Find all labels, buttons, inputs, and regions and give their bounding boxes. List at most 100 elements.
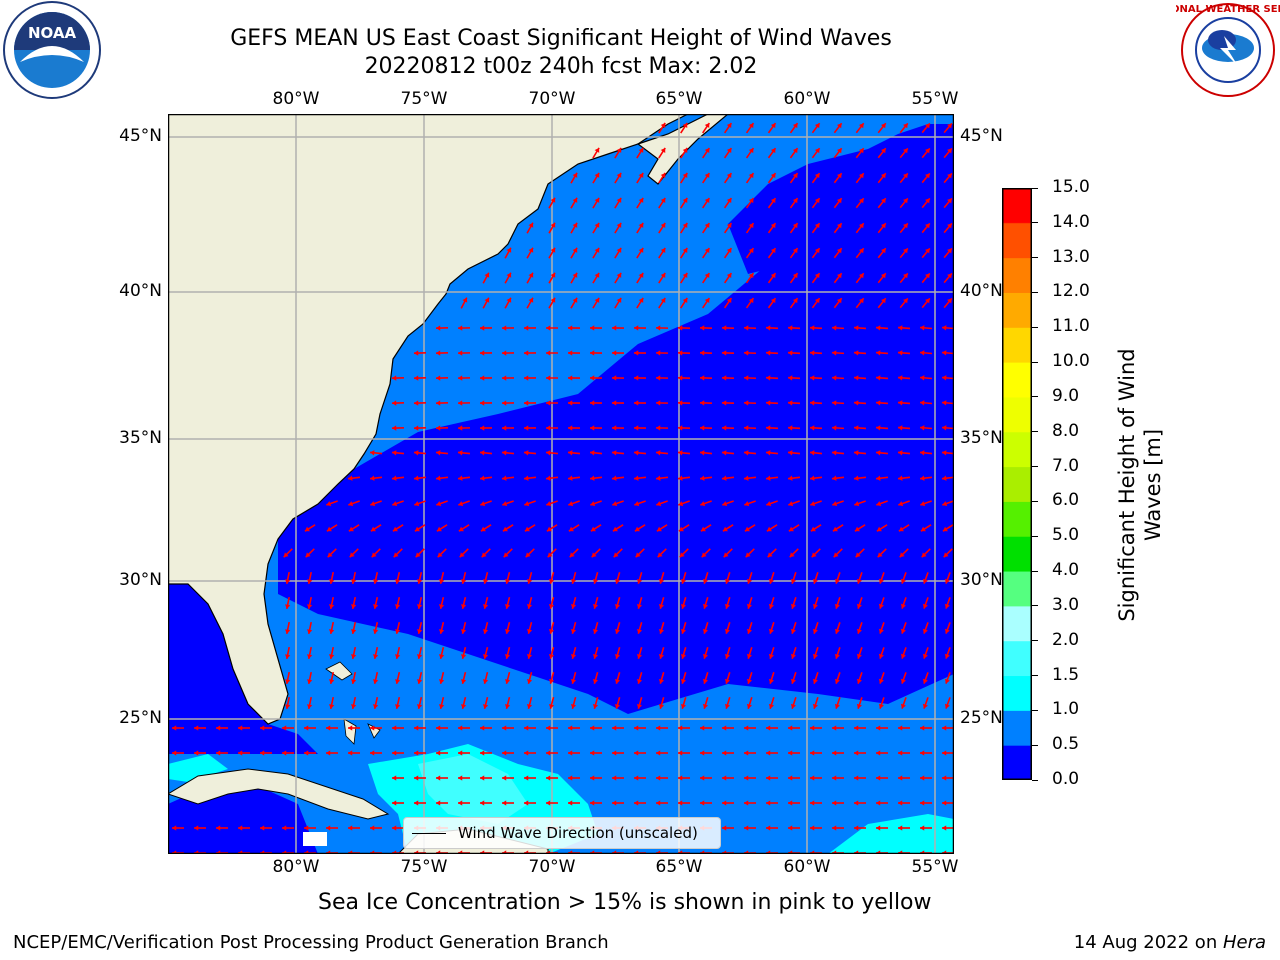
wave-direction-arrowhead bbox=[590, 800, 595, 806]
wave-direction-arrowhead bbox=[570, 654, 577, 659]
wave-direction-arrowhead bbox=[594, 222, 600, 228]
wave-direction-arrowhead bbox=[770, 273, 776, 279]
wave-direction-arrowhead bbox=[880, 298, 886, 304]
wave-direction-arrowhead bbox=[524, 425, 529, 431]
colorbar-segment bbox=[1002, 675, 1032, 711]
wave-direction-arrowhead bbox=[414, 375, 419, 381]
wave-direction-arrowhead bbox=[612, 526, 618, 532]
wave-direction-arrowhead bbox=[766, 425, 771, 431]
wave-direction-arrowhead bbox=[790, 703, 796, 709]
colorbar-segment bbox=[1002, 327, 1032, 363]
wave-direction-arrowhead bbox=[810, 800, 815, 806]
wave-direction-arrowhead bbox=[682, 172, 688, 178]
lon-label-bottom: 55°W bbox=[911, 857, 959, 877]
colorbar-tick bbox=[1032, 187, 1038, 189]
wave-direction-arrowhead bbox=[814, 273, 820, 279]
wave-direction-arrowhead bbox=[766, 775, 771, 781]
wave-direction-arrowhead bbox=[614, 603, 621, 609]
wave-direction-arrowhead bbox=[880, 198, 886, 204]
wave-direction-arrowhead bbox=[700, 750, 705, 756]
wave-direction-arrowhead bbox=[616, 272, 622, 278]
wave-direction-arrowhead bbox=[922, 578, 928, 584]
wave-direction-arrowhead bbox=[880, 223, 886, 229]
wave-direction-arrowhead bbox=[480, 350, 485, 356]
wave-direction-arrowhead bbox=[833, 552, 839, 558]
wave-direction-arrowhead bbox=[942, 526, 948, 532]
wave-direction-arrowhead bbox=[898, 475, 903, 481]
wave-height-map bbox=[168, 114, 954, 854]
wave-direction-arrowhead bbox=[788, 750, 793, 756]
wave-direction-arrowhead bbox=[436, 475, 441, 481]
wave-direction-arrowhead bbox=[788, 325, 793, 331]
wave-direction-arrowhead bbox=[788, 800, 793, 806]
wave-direction-arrowhead bbox=[612, 775, 617, 781]
wave-direction-arrowhead bbox=[903, 223, 908, 229]
lon-label-top: 65°W bbox=[655, 89, 703, 109]
wave-direction-arrowhead bbox=[903, 198, 908, 204]
wave-direction-arrowhead bbox=[814, 223, 820, 229]
wave-direction-arrowhead bbox=[920, 375, 925, 381]
wave-direction-arrowhead bbox=[304, 526, 310, 532]
wave-direction-arrowhead bbox=[854, 350, 859, 356]
wave-direction-arrowhead bbox=[922, 603, 928, 609]
wave-direction-arrowhead bbox=[678, 400, 683, 406]
wave-direction-arrowhead bbox=[878, 703, 884, 709]
wave-direction-arrowhead bbox=[394, 579, 401, 584]
wave-direction-arrowhead bbox=[790, 628, 796, 634]
wave-direction-arrowhead bbox=[660, 197, 666, 203]
wave-direction-arrowhead bbox=[392, 450, 397, 456]
lat-label-right: 35°N bbox=[960, 428, 1003, 448]
wave-direction-arrowhead bbox=[460, 629, 467, 634]
wave-direction-arrowhead bbox=[460, 579, 467, 584]
wave-direction-arrowhead bbox=[480, 775, 485, 781]
wave-direction-arrowhead bbox=[876, 350, 881, 356]
wave-direction-arrowhead bbox=[393, 552, 399, 558]
wave-direction-arrowhead bbox=[546, 450, 551, 456]
wave-direction-arrowhead bbox=[922, 628, 928, 634]
wave-direction-arrowhead bbox=[326, 501, 332, 507]
lat-label-right: 25°N bbox=[960, 708, 1003, 728]
wave-direction-arrowhead bbox=[351, 604, 357, 609]
wave-direction-arrowhead bbox=[546, 350, 551, 356]
wave-direction-arrowhead bbox=[238, 750, 243, 756]
wave-direction-arrowhead bbox=[746, 578, 753, 584]
wave-direction-arrowhead bbox=[349, 552, 355, 558]
wave-direction-arrowhead bbox=[922, 703, 928, 709]
wave-direction-arrowhead bbox=[307, 679, 313, 684]
wave-direction-arrowhead bbox=[832, 725, 837, 731]
wave-direction-arrowhead bbox=[812, 628, 818, 634]
wave-direction-arrowhead bbox=[656, 425, 661, 431]
wave-direction-arrowhead bbox=[832, 775, 837, 781]
wave-direction-arrowhead bbox=[880, 123, 886, 129]
wave-direction-arrowhead bbox=[524, 400, 529, 406]
colorbar-tick bbox=[1032, 222, 1038, 224]
wave-direction-arrowhead bbox=[766, 825, 771, 831]
wave-direction-arrowhead bbox=[836, 223, 842, 229]
wave-direction-arrowhead bbox=[590, 325, 595, 331]
wave-direction-arrowhead bbox=[285, 679, 291, 684]
wave-direction-arrowhead bbox=[634, 501, 640, 507]
wave-direction-arrowhead bbox=[920, 450, 925, 456]
wave-direction-arrowhead bbox=[656, 475, 661, 481]
wave-direction-arrowhead bbox=[920, 475, 925, 481]
wave-direction-arrowhead bbox=[920, 526, 926, 532]
wave-direction-arrowhead bbox=[658, 703, 665, 709]
wave-direction-arrowhead bbox=[634, 350, 639, 356]
wave-direction-arrowhead bbox=[702, 653, 709, 659]
wave-direction-arrowhead bbox=[925, 273, 930, 279]
wave-direction-arrowhead bbox=[678, 425, 683, 431]
wave-direction-arrowhead bbox=[572, 247, 578, 253]
wave-direction-arrowhead bbox=[460, 654, 467, 659]
wave-direction-arrowhead bbox=[592, 704, 599, 709]
wave-direction-arrowhead bbox=[768, 628, 775, 634]
wave-direction-arrowhead bbox=[704, 223, 710, 229]
wave-direction-arrowhead bbox=[458, 475, 463, 481]
wave-direction-arrowhead bbox=[502, 750, 507, 756]
wave-direction-arrowhead bbox=[920, 800, 925, 806]
colorbar-tick bbox=[1032, 675, 1038, 677]
colorbar-segment bbox=[1002, 362, 1032, 398]
wave-direction-arrowhead bbox=[854, 475, 859, 481]
wave-direction-arrowhead bbox=[899, 552, 905, 558]
wave-direction-arrowhead bbox=[194, 750, 199, 756]
wave-direction-arrowhead bbox=[348, 725, 353, 731]
